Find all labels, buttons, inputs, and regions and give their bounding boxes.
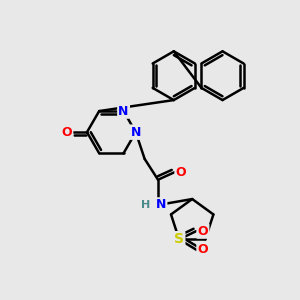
Text: O: O xyxy=(198,243,208,256)
Text: N: N xyxy=(118,105,129,118)
Text: N: N xyxy=(156,199,166,212)
Text: N: N xyxy=(130,126,141,139)
Text: O: O xyxy=(61,126,72,139)
Text: O: O xyxy=(176,166,186,179)
Text: H: H xyxy=(141,200,150,210)
Text: O: O xyxy=(198,224,208,238)
Text: S: S xyxy=(174,232,184,246)
